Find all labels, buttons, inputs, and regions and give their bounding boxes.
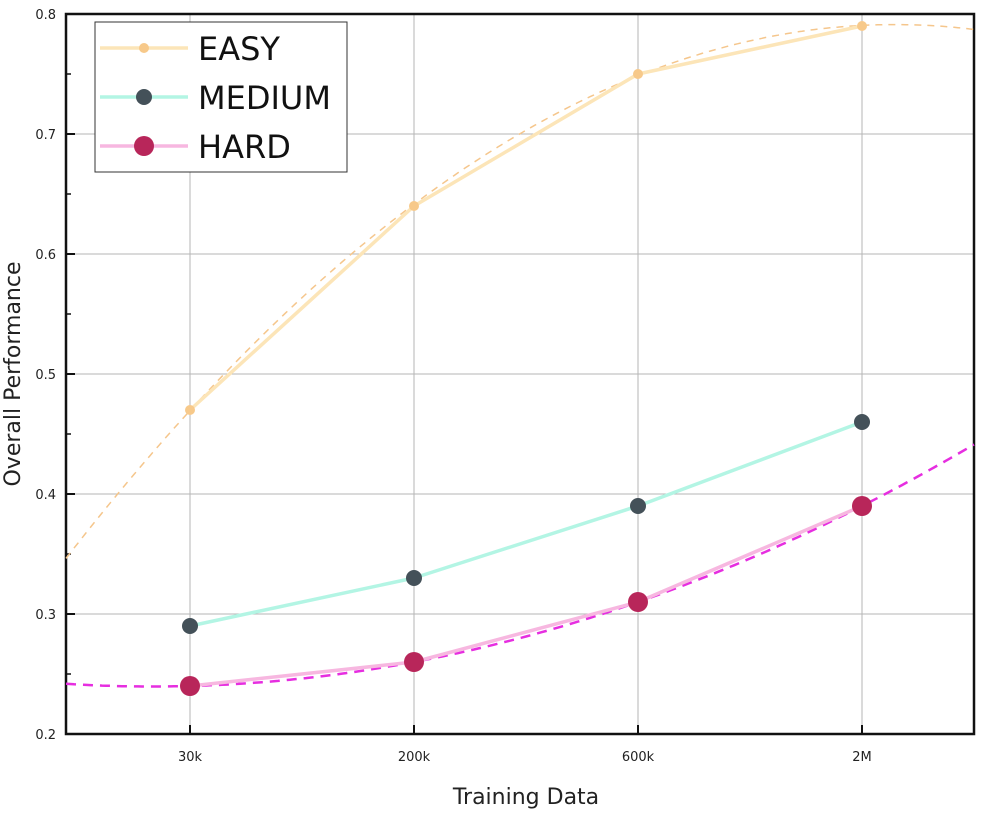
legend: EASY MEDIUM HARD xyxy=(94,21,348,173)
y-axis-title: Overall Performance xyxy=(1,261,26,486)
x-tick-label: 30k xyxy=(178,750,203,765)
y-tick-label: 0.5 xyxy=(35,368,56,383)
data-point-medium xyxy=(854,414,870,430)
legend-label: EASY xyxy=(198,30,280,68)
series-line-medium xyxy=(189,420,863,628)
legend-swatch-marker xyxy=(134,136,154,156)
data-point-medium xyxy=(630,498,646,514)
data-point-easy xyxy=(409,201,419,211)
data-point-hard xyxy=(180,676,200,696)
x-tick-label: 600k xyxy=(622,750,655,765)
y-tick-label: 0.8 xyxy=(35,8,56,23)
data-markers xyxy=(180,21,872,696)
y-tick-label: 0.3 xyxy=(35,608,56,623)
x-axis-title: Training Data xyxy=(452,785,599,810)
series-line-easy xyxy=(188,24,863,412)
data-point-medium xyxy=(182,618,198,634)
data-point-hard xyxy=(628,592,648,612)
data-point-hard xyxy=(404,652,424,672)
y-tick-label: 0.6 xyxy=(35,248,56,263)
trend-line-easy xyxy=(65,23,975,559)
data-point-easy xyxy=(185,405,195,415)
data-point-easy xyxy=(633,69,643,79)
legend-label: HARD xyxy=(198,128,291,166)
y-tick-label: 0.7 xyxy=(35,128,56,143)
legend-swatch-marker xyxy=(136,89,152,105)
y-tick-label: 0.4 xyxy=(35,488,56,503)
legend-swatch-marker xyxy=(139,43,149,53)
trend-lines xyxy=(65,23,975,688)
axis-ticks: 0.2 0.3 0.4 0.5 0.6 0.7 0.8 30k 200k 600k 2M xyxy=(35,8,871,765)
x-tick-label: 200k xyxy=(398,750,431,765)
legend-label: MEDIUM xyxy=(198,79,331,117)
trend-line-hard xyxy=(65,443,975,688)
data-point-medium xyxy=(406,570,422,586)
x-tick-label: 2M xyxy=(852,750,872,765)
data-point-easy xyxy=(857,21,867,31)
y-tick-label: 0.2 xyxy=(35,728,56,743)
data-point-hard xyxy=(852,496,872,516)
series-lines xyxy=(188,24,863,688)
series-line-hard xyxy=(189,504,863,688)
